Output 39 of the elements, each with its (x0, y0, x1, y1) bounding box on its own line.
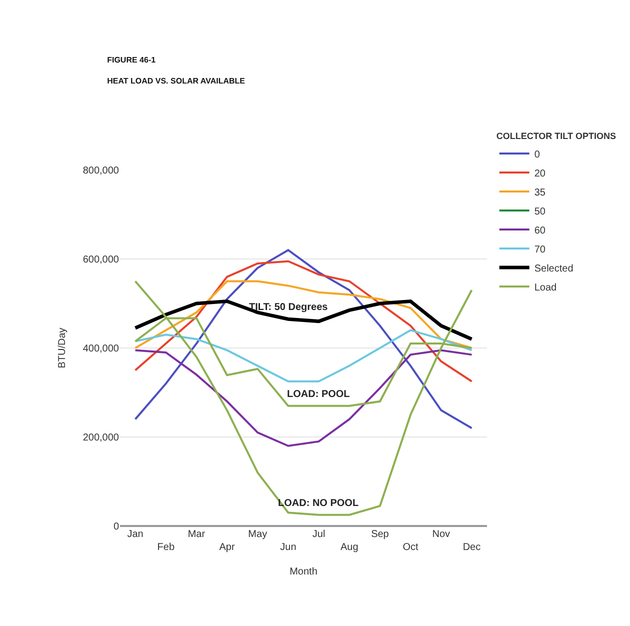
line-series (134, 260, 473, 382)
legend-title: COLLECTOR TILT OPTIONS (496, 130, 616, 141)
y-tick-label: 400,000 (82, 344, 120, 354)
x-tick-label: May (248, 529, 268, 540)
chart-subtitle: HEAT LOAD VS. SOLAR AVAILABLE (107, 76, 246, 86)
x-tick-label: Mar (188, 529, 206, 540)
x-tick-label: Feb (157, 542, 175, 553)
line-series (134, 249, 473, 430)
y-tick-label: 0 (113, 522, 120, 532)
x-tick-label: Dec (462, 542, 481, 553)
x-tick-label: Nov (432, 529, 450, 540)
legend-label: 70 (534, 244, 546, 256)
legend-label: Selected (534, 263, 574, 274)
y-axis-title: BTU/Day (56, 328, 68, 368)
legend-label: 35 (534, 187, 546, 198)
x-tick-label: Apr (219, 542, 236, 553)
line-series (134, 280, 473, 349)
legend-label: 60 (534, 225, 546, 236)
y-tick-label: 800,000 (82, 166, 120, 176)
annotation: LOAD: POOL (287, 389, 350, 400)
line-series (134, 349, 473, 447)
legend-label: Load (534, 282, 557, 294)
x-tick-label: Jan (127, 529, 144, 540)
legend-label: 50 (534, 206, 546, 218)
x-tick-label: Jul (312, 529, 326, 540)
x-tick-label: Oct (402, 542, 419, 553)
x-tick-label: Jun (280, 542, 296, 553)
y-tick-label: 600,000 (82, 254, 120, 266)
y-tick-label: 200,000 (82, 432, 120, 444)
line-series (134, 329, 473, 382)
legend-label: 0 (534, 149, 540, 160)
x-tick-label: Aug (340, 542, 358, 553)
line-series (134, 300, 474, 341)
line-series (134, 280, 473, 516)
x-tick-label: Sep (371, 529, 390, 540)
x-axis-title: Month (290, 566, 318, 578)
legend-label: 20 (534, 168, 546, 180)
annotation: TILT: 50 Degrees (249, 302, 328, 313)
chart-title: FIGURE 46-1 (107, 56, 156, 65)
